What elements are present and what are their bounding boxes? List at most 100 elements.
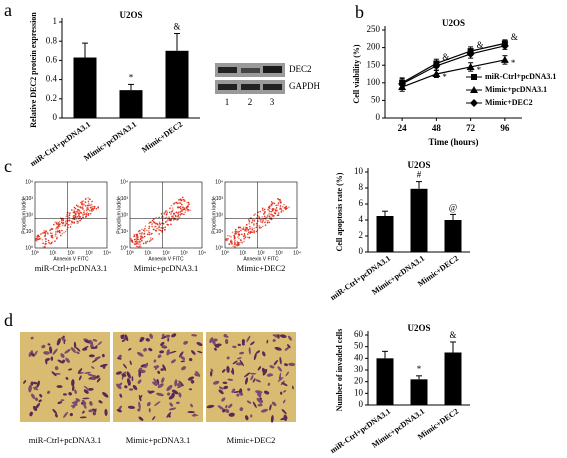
y-axis-label: Relative DEC2 protein expression: [29, 12, 38, 128]
y-tick-label: 0: [376, 112, 381, 122]
cell: [263, 390, 270, 395]
flow-dot: [179, 207, 182, 210]
flow-dot: [238, 237, 240, 240]
cell: [99, 363, 108, 368]
band: [241, 68, 260, 73]
y-tick-label: 20: [354, 376, 364, 386]
flow-dot: [87, 214, 90, 216]
flow-dot: [243, 235, 245, 238]
flow-dot: [181, 196, 184, 199]
flow-dot: [181, 213, 183, 215]
bar: [119, 90, 143, 118]
flow-dot: [71, 209, 73, 211]
flow-y-tick: 10³: [26, 196, 34, 202]
flow-dot: [163, 212, 165, 214]
flow-dot: [248, 225, 251, 228]
cell: [131, 376, 134, 382]
flow-dot: [261, 221, 263, 224]
cell: [287, 344, 291, 349]
cell: [194, 373, 200, 377]
flow-dot: [68, 214, 71, 217]
flow-dot: [174, 214, 177, 217]
cell: [239, 407, 244, 412]
significance-mark: @: [449, 202, 457, 212]
cell: [137, 351, 144, 357]
cell: [161, 377, 165, 383]
flow-dot: [263, 212, 266, 214]
flow-dot: [69, 212, 71, 214]
cell: [52, 348, 58, 355]
flow-dot: [168, 211, 171, 214]
flow-dot: [69, 226, 72, 228]
flow-dot: [268, 212, 270, 215]
flow-dot: [254, 213, 257, 215]
flow-dot: [74, 211, 77, 214]
flow-dot: [82, 208, 84, 211]
flow-dot: [83, 204, 85, 206]
cell: [239, 392, 244, 396]
cell: [250, 374, 254, 381]
flow-dot: [158, 233, 160, 235]
flow-dot: [236, 230, 239, 233]
cell: [232, 360, 238, 365]
y-tick-label: 200: [367, 42, 381, 52]
flow-dot: [64, 230, 67, 233]
y-axis-label: Number of invaded cells: [335, 329, 344, 412]
flow-dot: [150, 239, 152, 241]
flow-y-tick: 10⁰: [215, 245, 223, 251]
flow-dot: [78, 214, 80, 216]
flow-dot: [148, 233, 151, 236]
flow-dot: [240, 229, 242, 232]
flow-dot: [263, 208, 266, 211]
flow-dot: [264, 221, 266, 224]
cell: [277, 377, 284, 383]
flow-dot: [263, 215, 266, 218]
flow-caption: miR-Ctrl+pcDNA3.1: [35, 263, 108, 273]
cell: [231, 388, 236, 394]
cell: [260, 408, 268, 413]
flow-dot: [281, 205, 284, 208]
flow-dot: [148, 227, 150, 230]
y-tick-label: 50: [371, 94, 381, 104]
flow-dot: [279, 205, 282, 207]
flow-dot: [71, 220, 73, 223]
flow-dot: [241, 233, 243, 236]
flow-dot: [181, 203, 183, 206]
y-tick-label: 150: [367, 59, 381, 69]
cell: [255, 390, 263, 394]
chart-title: U2OS: [119, 10, 142, 20]
cell: [168, 407, 177, 411]
flow-y-tick: 10⁴: [120, 179, 128, 185]
cell: [137, 408, 141, 412]
y-tick-label: 100: [367, 77, 381, 87]
flow-dot: [274, 208, 276, 210]
flow-dot: [37, 236, 39, 238]
cell: [84, 371, 92, 374]
flow-dot: [139, 243, 142, 246]
flow-caption: Mimic+pcDNA3.1: [134, 263, 199, 273]
flow-dot: [274, 212, 277, 215]
flow-y-tick: 10²: [216, 212, 224, 218]
flow-dot: [91, 205, 94, 208]
flow-dot: [186, 201, 188, 204]
flow-dot: [246, 233, 249, 235]
cell: [144, 362, 149, 369]
cell: [82, 397, 90, 400]
cell: [274, 346, 282, 351]
y-tick-label: 60: [354, 329, 364, 339]
cell: [83, 385, 90, 390]
cell: [68, 392, 72, 396]
flow-dot: [133, 235, 136, 238]
series-line: [401, 45, 506, 85]
flow-dot: [249, 232, 251, 234]
flow-dot: [146, 233, 149, 236]
flow-dot: [229, 235, 231, 237]
cell: [221, 397, 226, 402]
y-tick-label: 0: [359, 399, 364, 409]
cell: [218, 389, 224, 395]
cell: [139, 394, 143, 400]
flow-dot: [83, 211, 85, 214]
flow-dot: [243, 240, 245, 243]
flow-dot: [172, 209, 174, 211]
flow-dot: [171, 207, 174, 209]
